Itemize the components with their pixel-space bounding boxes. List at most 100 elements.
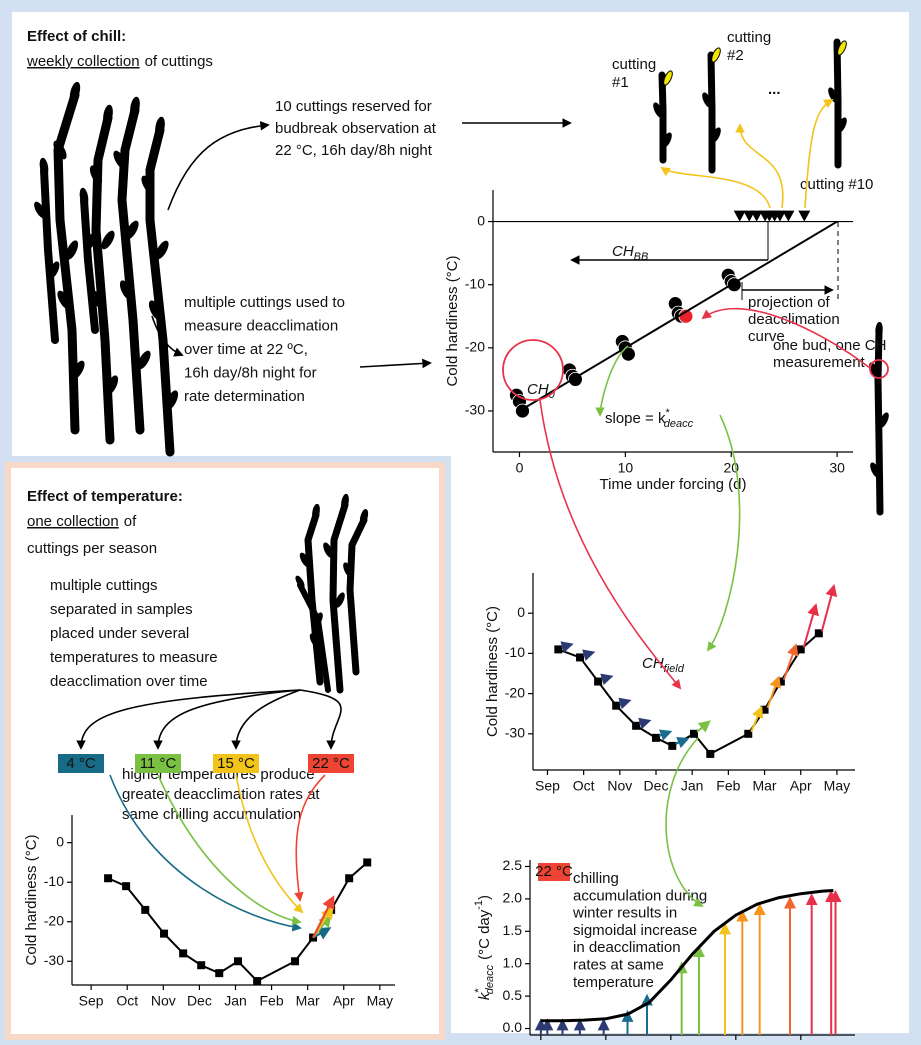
x-tick-label: Dec [187, 993, 212, 1009]
data-point [291, 957, 300, 966]
data-point [234, 957, 243, 966]
deacclimation-arrow [600, 673, 614, 686]
bud [702, 92, 712, 108]
temperature-label: 22 °C [312, 755, 350, 772]
y-axis-label: Cold hardiness (°C) [444, 255, 461, 386]
slope-label-part: * [665, 407, 670, 419]
x-tick-label: May [367, 993, 393, 1009]
deacclimation-arrow [312, 895, 335, 939]
subtitle-rest: of cuttings [145, 53, 213, 70]
data-point [104, 874, 113, 883]
x-tick-label: Sep [535, 778, 560, 794]
cutting-stem [297, 582, 331, 693]
bud [103, 104, 113, 126]
bud [34, 201, 46, 219]
bud [53, 140, 67, 160]
data-line [540, 888, 834, 1023]
panel-title: Effect of chill: [27, 28, 126, 45]
deacclimation-arrow [638, 717, 652, 730]
temperature-box [308, 754, 354, 773]
data-point [612, 701, 621, 710]
bud [341, 493, 349, 511]
temperature-panel [11, 468, 439, 1034]
deacclimation-note: 16h day/8h night for [184, 364, 317, 381]
deacclimation-note: multiple cuttings used to [184, 294, 345, 311]
cutting-stem [658, 71, 667, 164]
y-tick-label: 2.5 [503, 857, 523, 873]
y-tick-label: 1.0 [503, 954, 523, 970]
subtitle-underlined: one collection [27, 513, 119, 530]
bud [113, 150, 127, 170]
x-tick-label: 120 [789, 1043, 813, 1045]
x-tick-label: 10 [618, 460, 634, 476]
chart-note: sigmoidal increase [573, 922, 697, 939]
deacclimation-arrow [560, 641, 574, 653]
ch0-label: CH0 [527, 381, 556, 401]
bud [653, 102, 663, 118]
y-axis-label: Cold hardiness (°C) [484, 606, 501, 737]
x-tick-label: May [824, 778, 850, 794]
bud [79, 187, 89, 207]
bud [323, 542, 333, 558]
deacclimation-arrow [750, 705, 764, 733]
budbreak-note: 22 °C, 16h day/8h night [275, 142, 433, 159]
data-point [363, 858, 372, 867]
budbreak-marker [782, 210, 795, 222]
deacclimation-note: over time at 22 ºC, [184, 341, 308, 358]
y-tick-label: -30 [44, 952, 64, 968]
y-axis-label-part: ) [476, 895, 493, 900]
connector-arrow [294, 774, 326, 902]
y-axis-label-part: (°C day [476, 909, 493, 960]
connector-arrow [701, 307, 871, 369]
temperature-note: deacclimation over time [50, 673, 208, 690]
connector-arrow [804, 99, 834, 209]
x-tick-label: Nov [607, 778, 632, 794]
x-tick-label: Apr [333, 993, 355, 1009]
subtitle-underlined: weekly collection [26, 53, 140, 70]
projection-note: curve [748, 328, 785, 345]
deacclimation-arrow [658, 729, 673, 741]
connector-arrow [157, 774, 302, 926]
deacclimation-arrow [820, 583, 838, 632]
y-tick-label: -10 [465, 275, 485, 291]
connector-arrow [76, 689, 301, 750]
bud [879, 412, 889, 428]
data-point [554, 645, 563, 654]
data-point [652, 733, 661, 742]
connector-arrow [539, 399, 682, 690]
bud [875, 321, 883, 339]
bud [663, 70, 673, 86]
bud [343, 562, 353, 578]
connector-arrow [235, 774, 304, 914]
budbreak-marker [750, 210, 763, 222]
one-bud-note: measurement [773, 354, 866, 371]
bud [359, 509, 369, 525]
bud [125, 220, 139, 240]
x-axis-label: Time under forcing (d) [600, 476, 747, 493]
x-tick-label: Sep [79, 993, 104, 1009]
bud [71, 360, 85, 380]
y-tick-label: 1.5 [503, 922, 523, 938]
cutting-label: cutting [727, 29, 771, 46]
y-tick-label: -10 [505, 644, 525, 660]
bud [335, 592, 345, 608]
bud [148, 300, 162, 320]
slope-label: slope = k* deacc [605, 407, 694, 430]
deacclimation-arrow [782, 643, 799, 680]
cutting-stem [80, 196, 99, 334]
bud [39, 157, 49, 177]
data-point [141, 905, 150, 914]
temperature-label: 15 °C [217, 755, 255, 772]
one-bud-note: one bud, one CH [773, 337, 886, 354]
bud [89, 165, 103, 185]
temperature-label: 22 °C [535, 863, 573, 880]
chill-panel [12, 12, 909, 1033]
temperature-note: temperatures to measure [50, 649, 218, 666]
x-tick-label: 90 [728, 1043, 744, 1045]
bud [870, 462, 880, 478]
chart-note: rates at same [573, 956, 664, 973]
chart-note: chilling [573, 870, 619, 887]
data-point [345, 874, 354, 883]
x-tick-label: Oct [573, 778, 595, 794]
deacclimation-arrow [312, 927, 332, 940]
